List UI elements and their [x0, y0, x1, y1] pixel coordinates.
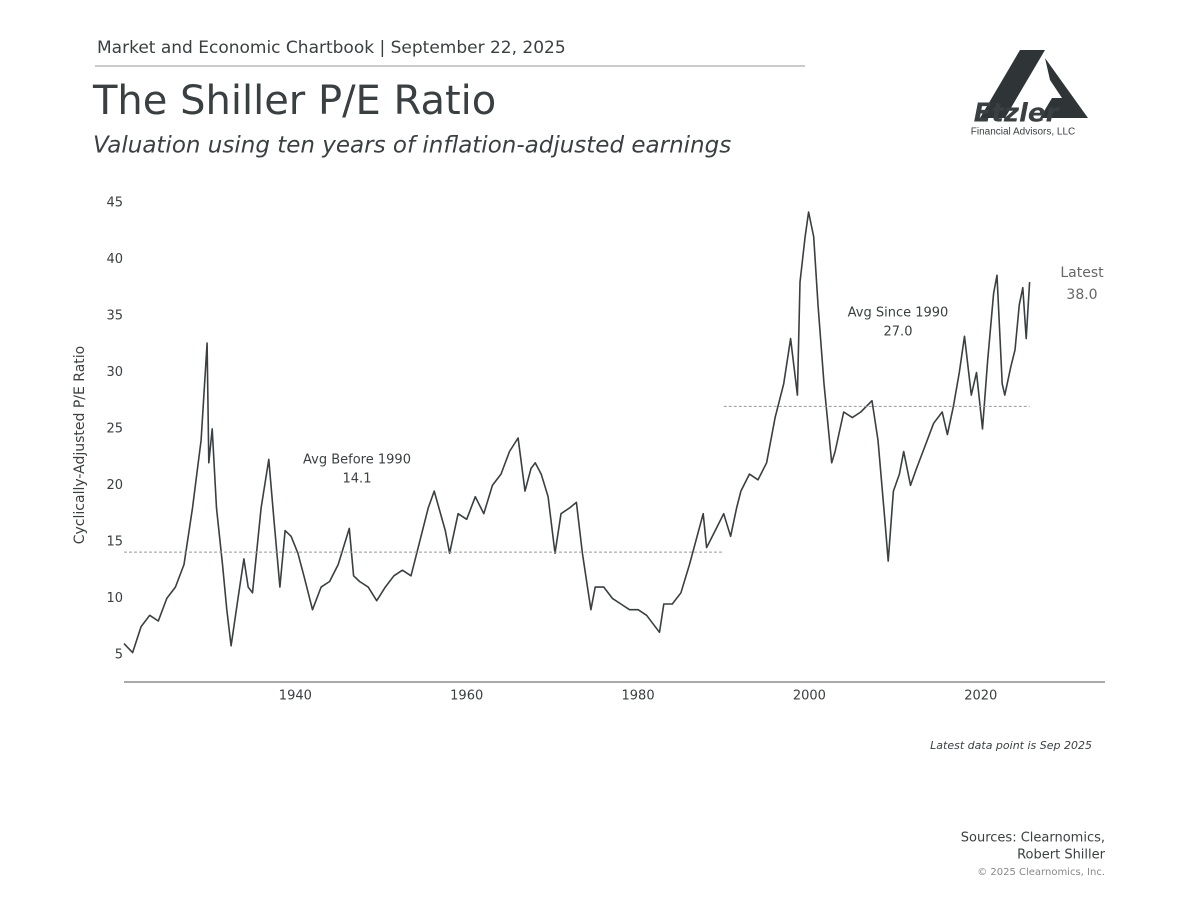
- y-tick-label: 15: [106, 534, 123, 549]
- logo-mark: [980, 50, 1045, 118]
- latest-label: Latest: [1060, 265, 1104, 281]
- reference-label: Avg Before 1990: [303, 453, 411, 468]
- latest-value: 38.0: [1066, 287, 1097, 303]
- subtitle: Valuation using ten years of inflation-a…: [93, 133, 731, 159]
- y-tick-label: 35: [106, 308, 123, 323]
- reference-label: Avg Since 1990: [848, 306, 949, 321]
- x-tick-label: 1960: [450, 689, 483, 704]
- logo-mark: [1040, 58, 1088, 118]
- x-tick-label: 1980: [622, 689, 655, 704]
- note: Latest data point is Sep 2025: [930, 739, 1092, 752]
- source: Robert Shiller: [1017, 848, 1106, 863]
- copyright: © 2025 Clearnomics, Inc.: [977, 867, 1105, 878]
- logo-tagline: Financial Advisors, LLC: [971, 127, 1076, 138]
- y-tick-label: 5: [115, 647, 123, 662]
- x-tick-label: 2000: [793, 689, 826, 704]
- y-axis-label: Cyclically-Adjusted P/E Ratio: [72, 346, 88, 545]
- reference-value: 27.0: [884, 325, 913, 340]
- y-tick-label: 45: [106, 196, 123, 211]
- reference-value: 14.1: [343, 472, 372, 487]
- y-tick-label: 25: [106, 421, 123, 436]
- y-tick-label: 20: [106, 478, 123, 493]
- title: The Shiller P/E Ratio: [92, 78, 496, 124]
- x-tick-label: 2020: [964, 689, 997, 704]
- source: Sources: Clearnomics,: [961, 831, 1105, 846]
- logo-name: Etzler: [974, 99, 1061, 129]
- y-tick-label: 30: [106, 365, 123, 380]
- y-tick-label: 40: [106, 252, 123, 267]
- kicker: Market and Economic Chartbook | Septembe…: [97, 38, 566, 58]
- y-tick-label: 10: [106, 591, 123, 606]
- logo: Etzler Financial Advisors, LLC: [971, 50, 1088, 138]
- x-tick-label: 1940: [279, 689, 312, 704]
- cape-line: [123, 211, 1031, 654]
